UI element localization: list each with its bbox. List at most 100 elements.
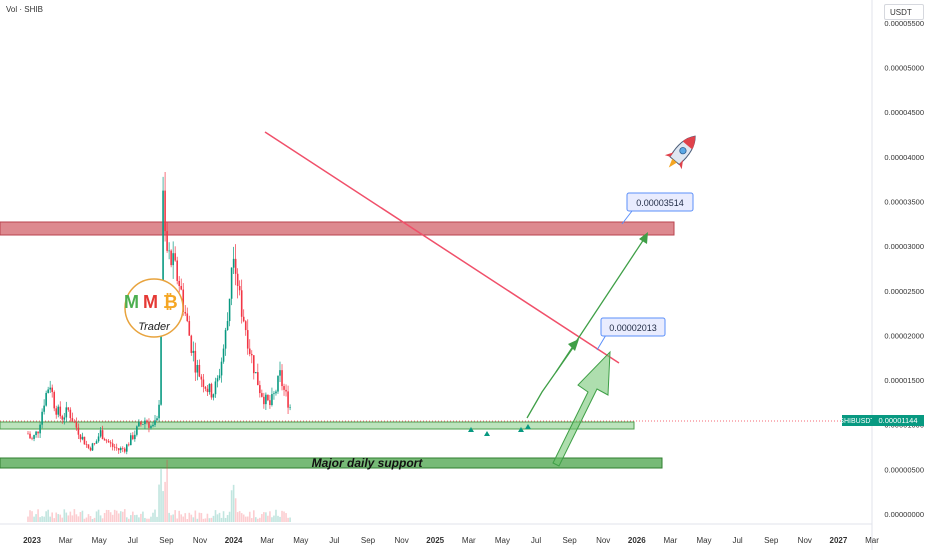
candle-body — [178, 280, 180, 286]
volume-bar — [79, 512, 82, 522]
volume-bar — [287, 517, 289, 522]
volume-bar — [77, 516, 80, 522]
candle-body — [220, 361, 223, 376]
candle-body — [71, 418, 74, 422]
volume-bar — [75, 514, 78, 522]
volume-bar — [73, 509, 76, 522]
volume-bar — [170, 515, 172, 522]
support-marker — [518, 427, 524, 432]
candle-body — [123, 448, 126, 452]
candle-body — [119, 447, 122, 451]
volume-bar — [95, 511, 98, 522]
candle-body — [160, 329, 162, 405]
candle-body — [242, 316, 245, 322]
volume-bar — [240, 513, 243, 522]
candle-body — [285, 389, 287, 392]
target-low-box[interactable] — [600, 317, 666, 337]
time-axis[interactable]: 2023 Mar May Jul Sep Nov 2024 Mar May Jul Sep Nov 20… — [23, 536, 879, 545]
candle-body — [93, 443, 96, 445]
x-tick-label: Nov — [394, 536, 408, 545]
volume-bar — [35, 514, 37, 522]
candle-body — [49, 387, 51, 390]
candle-body — [186, 313, 189, 322]
y-tick-label: 0.00000000 — [884, 510, 924, 519]
big-projection-arrow[interactable] — [552, 350, 611, 467]
candle-body — [174, 253, 176, 261]
volume-bar — [128, 518, 130, 522]
volume-bar — [47, 509, 49, 522]
volume-legend: Vol · SHIB — [6, 5, 43, 14]
volume-bar — [67, 515, 70, 522]
volume-bar — [27, 516, 29, 522]
candle-body — [109, 442, 112, 444]
major-support-zone[interactable] — [0, 457, 663, 469]
rocket-icon — [664, 135, 696, 170]
candle-body — [85, 444, 88, 445]
volume-bar — [208, 518, 211, 522]
volume-bar — [41, 516, 43, 522]
candle-body — [236, 273, 239, 286]
candle-body — [164, 190, 166, 232]
volume-bar — [144, 517, 146, 522]
x-tick-label: 2026 — [628, 536, 646, 545]
x-tick-label: Mar — [260, 536, 274, 545]
last-price-label: 0.00001144 — [878, 416, 917, 425]
x-tick-label: Jul — [128, 536, 138, 545]
volume-bar — [198, 512, 201, 522]
y-tick-label: 0.00001500 — [884, 376, 924, 385]
support-zone[interactable] — [0, 421, 635, 430]
candle-body — [255, 372, 257, 374]
candle-body — [208, 383, 211, 393]
candle-body — [176, 260, 178, 281]
volume-bar — [115, 510, 118, 522]
volume-bar — [277, 515, 279, 522]
candle-body — [29, 433, 31, 439]
volume-bar — [105, 509, 108, 522]
candle-body — [252, 355, 255, 374]
volume-bar — [103, 512, 106, 522]
candle-body — [192, 350, 195, 353]
candle-body — [69, 409, 72, 419]
volume-bar — [184, 513, 187, 522]
volume-bar — [125, 517, 128, 522]
volume-bar — [281, 510, 283, 522]
volume-bar — [238, 511, 241, 522]
volume-bar — [99, 515, 102, 522]
target-high-pointer — [621, 210, 633, 225]
volume-bar — [244, 516, 247, 522]
candle-body — [105, 440, 108, 442]
candle-body — [228, 298, 231, 322]
candle-body — [63, 417, 66, 420]
volume-bar — [230, 490, 233, 522]
volume-bar — [220, 517, 223, 522]
candle-body — [156, 418, 158, 421]
candle-body — [158, 404, 160, 419]
candle-body — [263, 396, 265, 405]
volume-bar — [218, 512, 221, 522]
volume-bar — [202, 518, 205, 522]
price-axis[interactable]: 0.000000000.000005000.000010000.00001500… — [884, 19, 924, 519]
candle-body — [261, 393, 263, 397]
target-high-box[interactable] — [626, 192, 694, 212]
candle-body — [27, 433, 29, 435]
candle-body — [234, 258, 237, 274]
volume-bar — [257, 518, 259, 522]
volume-bar — [186, 518, 189, 522]
candle-body — [87, 444, 90, 448]
x-tick-label: May — [495, 536, 510, 545]
projection-path-high[interactable] — [555, 235, 647, 373]
candle-body — [59, 406, 62, 417]
candle-body — [238, 285, 241, 291]
resistance-zone[interactable] — [0, 221, 675, 236]
descending-trendline[interactable] — [264, 131, 620, 364]
candle-body — [117, 448, 120, 451]
candle-body — [257, 372, 259, 386]
volume-bar — [267, 515, 269, 522]
projection-path-low[interactable] — [526, 341, 578, 419]
currency-selector[interactable]: USDT — [884, 4, 924, 20]
volume-bar — [160, 469, 162, 522]
x-tick-label: 2027 — [830, 536, 848, 545]
volume-bar — [250, 518, 253, 522]
